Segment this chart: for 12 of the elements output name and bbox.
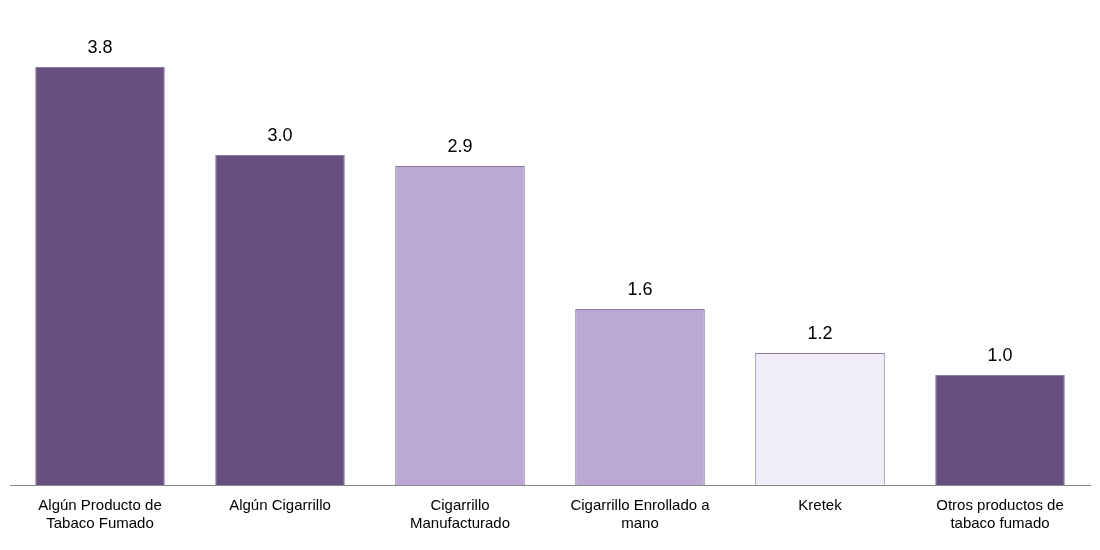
data-label: 1.6 [627,278,653,299]
data-label: 2.9 [447,135,473,156]
x-tick-label: Cigarrillo Manufacturado [409,496,511,532]
data-label: 1.0 [987,344,1013,365]
data-label: 3.8 [87,36,113,57]
x-tick-label: Algún Producto de Tabaco Fumado [38,496,162,532]
x-tick-label: Kretek [798,496,843,514]
data-label: 3.0 [267,124,293,145]
x-tick-label: Otros productos de tabaco fumado [936,496,1064,532]
x-tick-label: Cigarrillo Enrollado a mano [570,496,711,532]
data-label: 1.2 [807,322,833,343]
x-tick-label: Algún Cigarrillo [229,496,331,514]
